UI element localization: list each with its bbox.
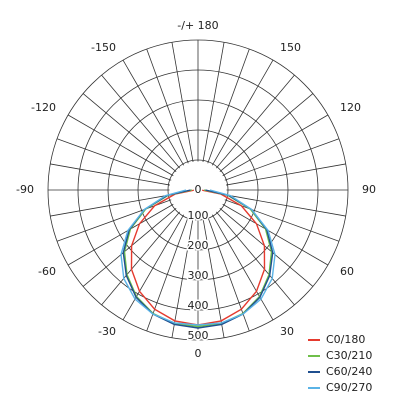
radial-grid-line bbox=[219, 93, 314, 172]
angle-tick-label: 120 bbox=[340, 101, 361, 114]
radial-grid-line bbox=[222, 114, 329, 177]
radial-grid-line bbox=[82, 208, 177, 287]
radial-grid-line bbox=[67, 203, 174, 266]
radial-grid-line bbox=[202, 42, 225, 163]
angle-tick-label: -30 bbox=[98, 325, 116, 338]
angle-tick-label: 90 bbox=[362, 183, 376, 196]
legend-label: C60/240 bbox=[326, 365, 372, 378]
r-tick-label: 500 bbox=[188, 329, 209, 342]
r-tick-label: 100 bbox=[188, 209, 209, 222]
radial-grid-line bbox=[171, 217, 194, 338]
angle-tick-label: 60 bbox=[340, 265, 354, 278]
angle-tick-label: -150 bbox=[91, 41, 116, 54]
angle-tick-label: -/+ 180 bbox=[177, 19, 218, 32]
radial-grid-line bbox=[67, 114, 174, 177]
radial-grid-line bbox=[101, 211, 180, 306]
radial-grid-line bbox=[216, 74, 295, 169]
radial-grid-line bbox=[216, 211, 295, 306]
r-tick-label: 300 bbox=[188, 269, 209, 282]
r-tick-label: 200 bbox=[188, 239, 209, 252]
radial-grid-line bbox=[50, 163, 171, 186]
series-line bbox=[120, 189, 276, 326]
radial-grid-line bbox=[202, 217, 225, 338]
radial-grid-line bbox=[56, 138, 172, 181]
radial-grid-line bbox=[211, 59, 274, 166]
r-tick-label: 400 bbox=[188, 299, 209, 312]
angle-tick-label: 0 bbox=[195, 347, 202, 360]
radial-grid-line bbox=[146, 216, 189, 332]
radial-grid-line bbox=[207, 216, 250, 332]
radial-grid-line bbox=[207, 48, 250, 164]
radial-grid-line bbox=[56, 199, 172, 242]
radial-grid-line bbox=[82, 93, 177, 172]
radial-grid-line bbox=[211, 214, 274, 321]
angle-tick-label: -60 bbox=[38, 265, 56, 278]
radial-grid-line bbox=[219, 208, 314, 287]
radial-grid-line bbox=[222, 203, 329, 266]
angle-tick-label: 150 bbox=[280, 41, 301, 54]
radial-grid-line bbox=[146, 48, 189, 164]
legend-label: C0/180 bbox=[326, 333, 365, 346]
r-tick-label: 0 bbox=[195, 183, 202, 196]
radial-grid-line bbox=[225, 163, 346, 186]
radial-grid-line bbox=[122, 214, 185, 321]
angle-tick-label: -90 bbox=[16, 183, 34, 196]
radial-grid-line bbox=[101, 74, 180, 169]
radial-grid-line bbox=[171, 42, 194, 163]
radial-grid-line bbox=[225, 194, 346, 217]
angle-tick-label: -120 bbox=[31, 101, 56, 114]
radial-grid-line bbox=[122, 59, 185, 166]
legend-label: C30/210 bbox=[326, 349, 372, 362]
legend-label: C90/270 bbox=[326, 381, 372, 394]
radial-grid-line bbox=[50, 194, 171, 217]
radial-grid-line bbox=[224, 199, 340, 242]
angle-tick-label: 30 bbox=[280, 325, 294, 338]
radial-grid-line bbox=[224, 138, 340, 181]
